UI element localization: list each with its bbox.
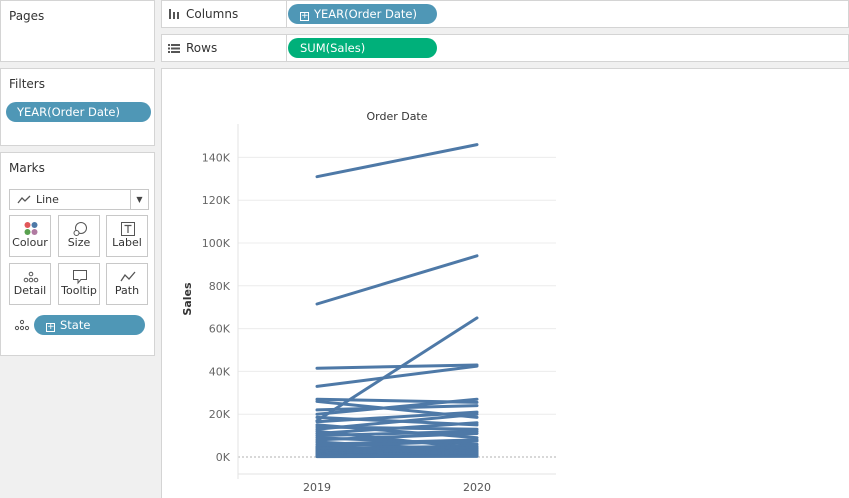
series-line[interactable] — [315, 410, 479, 424]
y-tick-label: 140K — [202, 151, 231, 164]
detail-icon — [14, 319, 30, 331]
label-label: Label — [112, 236, 142, 249]
y-tick-label: 120K — [202, 194, 231, 207]
mark-type-dropdown[interactable]: Line ▼ — [9, 189, 149, 210]
pages-card[interactable]: Pages — [0, 0, 155, 62]
columns-pill-year-order-date[interactable]: + YEAR(Order Date) — [288, 4, 437, 24]
series-line[interactable] — [315, 446, 479, 451]
colour-button[interactable]: Colour — [9, 215, 51, 257]
columns-icon — [169, 9, 179, 19]
chevron-down-icon[interactable]: ▼ — [130, 190, 148, 209]
y-tick-label: 60K — [209, 323, 231, 336]
y-tick-label: 20K — [209, 408, 231, 421]
y-tick-label: 80K — [209, 280, 231, 293]
columns-label-text: Columns — [186, 7, 239, 21]
tooltip-button[interactable]: Tooltip — [58, 263, 100, 305]
series-line[interactable] — [315, 143, 479, 179]
detail-icon — [23, 271, 39, 283]
series-line[interactable] — [315, 421, 479, 435]
columns-pill-label: YEAR(Order Date) — [314, 7, 417, 21]
series-line[interactable] — [315, 439, 479, 448]
line-chart[interactable]: Order Date 0K 20K 40K 60K 80K 100K 120K 140K Sale… — [162, 69, 849, 498]
label-icon — [121, 222, 135, 236]
series-line[interactable] — [315, 412, 479, 431]
colour-label: Colour — [12, 236, 48, 249]
columns-shelf[interactable]: Columns + YEAR(Order Date) — [161, 0, 849, 28]
detail-label: Detail — [13, 284, 47, 297]
size-button[interactable]: Size — [58, 215, 100, 257]
marks-title: Marks — [9, 161, 45, 175]
x-tick-label: 2020 — [463, 481, 491, 494]
detail-pill-label: State — [60, 318, 91, 332]
series-line[interactable] — [315, 363, 479, 370]
y-tick-label: 40K — [209, 365, 231, 378]
rows-pill-sum-sales[interactable]: SUM(Sales) — [288, 38, 437, 58]
shelf-divider — [286, 1, 287, 27]
filters-title: Filters — [9, 77, 45, 91]
pages-title: Pages — [9, 9, 45, 23]
y-tick-label: 0K — [216, 451, 231, 464]
rows-label-text: Rows — [186, 41, 218, 55]
shelf-divider — [286, 35, 287, 61]
colour-icon — [24, 222, 38, 235]
detail-button[interactable]: Detail — [9, 263, 51, 305]
rows-shelf-label: Rows — [168, 35, 217, 61]
path-label: Path — [114, 284, 140, 297]
rows-shelf[interactable]: Rows SUM(Sales) — [161, 34, 849, 62]
expand-icon[interactable]: + — [300, 11, 309, 21]
size-icon — [73, 222, 87, 236]
chart-title: Order Date — [366, 110, 427, 123]
y-axis-title: Sales — [181, 282, 194, 316]
filter-pill-year-order-date[interactable]: YEAR(Order Date) — [6, 102, 151, 122]
rows-icon — [168, 44, 180, 53]
series-line[interactable] — [315, 397, 479, 416]
line-chart-icon — [17, 195, 31, 204]
series-line[interactable] — [315, 429, 479, 438]
view-canvas[interactable]: Order Date 0K 20K 40K 60K 80K 100K 120K 140K Sale… — [161, 68, 849, 498]
marks-card: Marks Line ▼ Colour Size — [0, 152, 155, 356]
detail-pill-state[interactable]: + State — [34, 315, 145, 335]
mark-type-value: Line — [36, 193, 59, 206]
label-button[interactable]: Label — [106, 215, 148, 257]
path-button[interactable]: Path — [106, 263, 148, 305]
x-tick-label: 2019 — [303, 481, 331, 494]
expand-icon[interactable]: + — [46, 322, 55, 332]
series-line[interactable] — [315, 432, 479, 442]
tooltip-label: Tooltip — [61, 284, 97, 297]
path-icon — [120, 271, 136, 282]
columns-shelf-label: Columns — [168, 1, 238, 27]
series-line[interactable] — [315, 364, 479, 388]
tooltip-icon — [73, 270, 87, 285]
size-label: Size — [67, 236, 91, 249]
y-tick-label: 100K — [202, 237, 231, 250]
filters-card[interactable]: Filters YEAR(Order Date) — [0, 68, 155, 146]
series-line[interactable] — [315, 254, 479, 306]
